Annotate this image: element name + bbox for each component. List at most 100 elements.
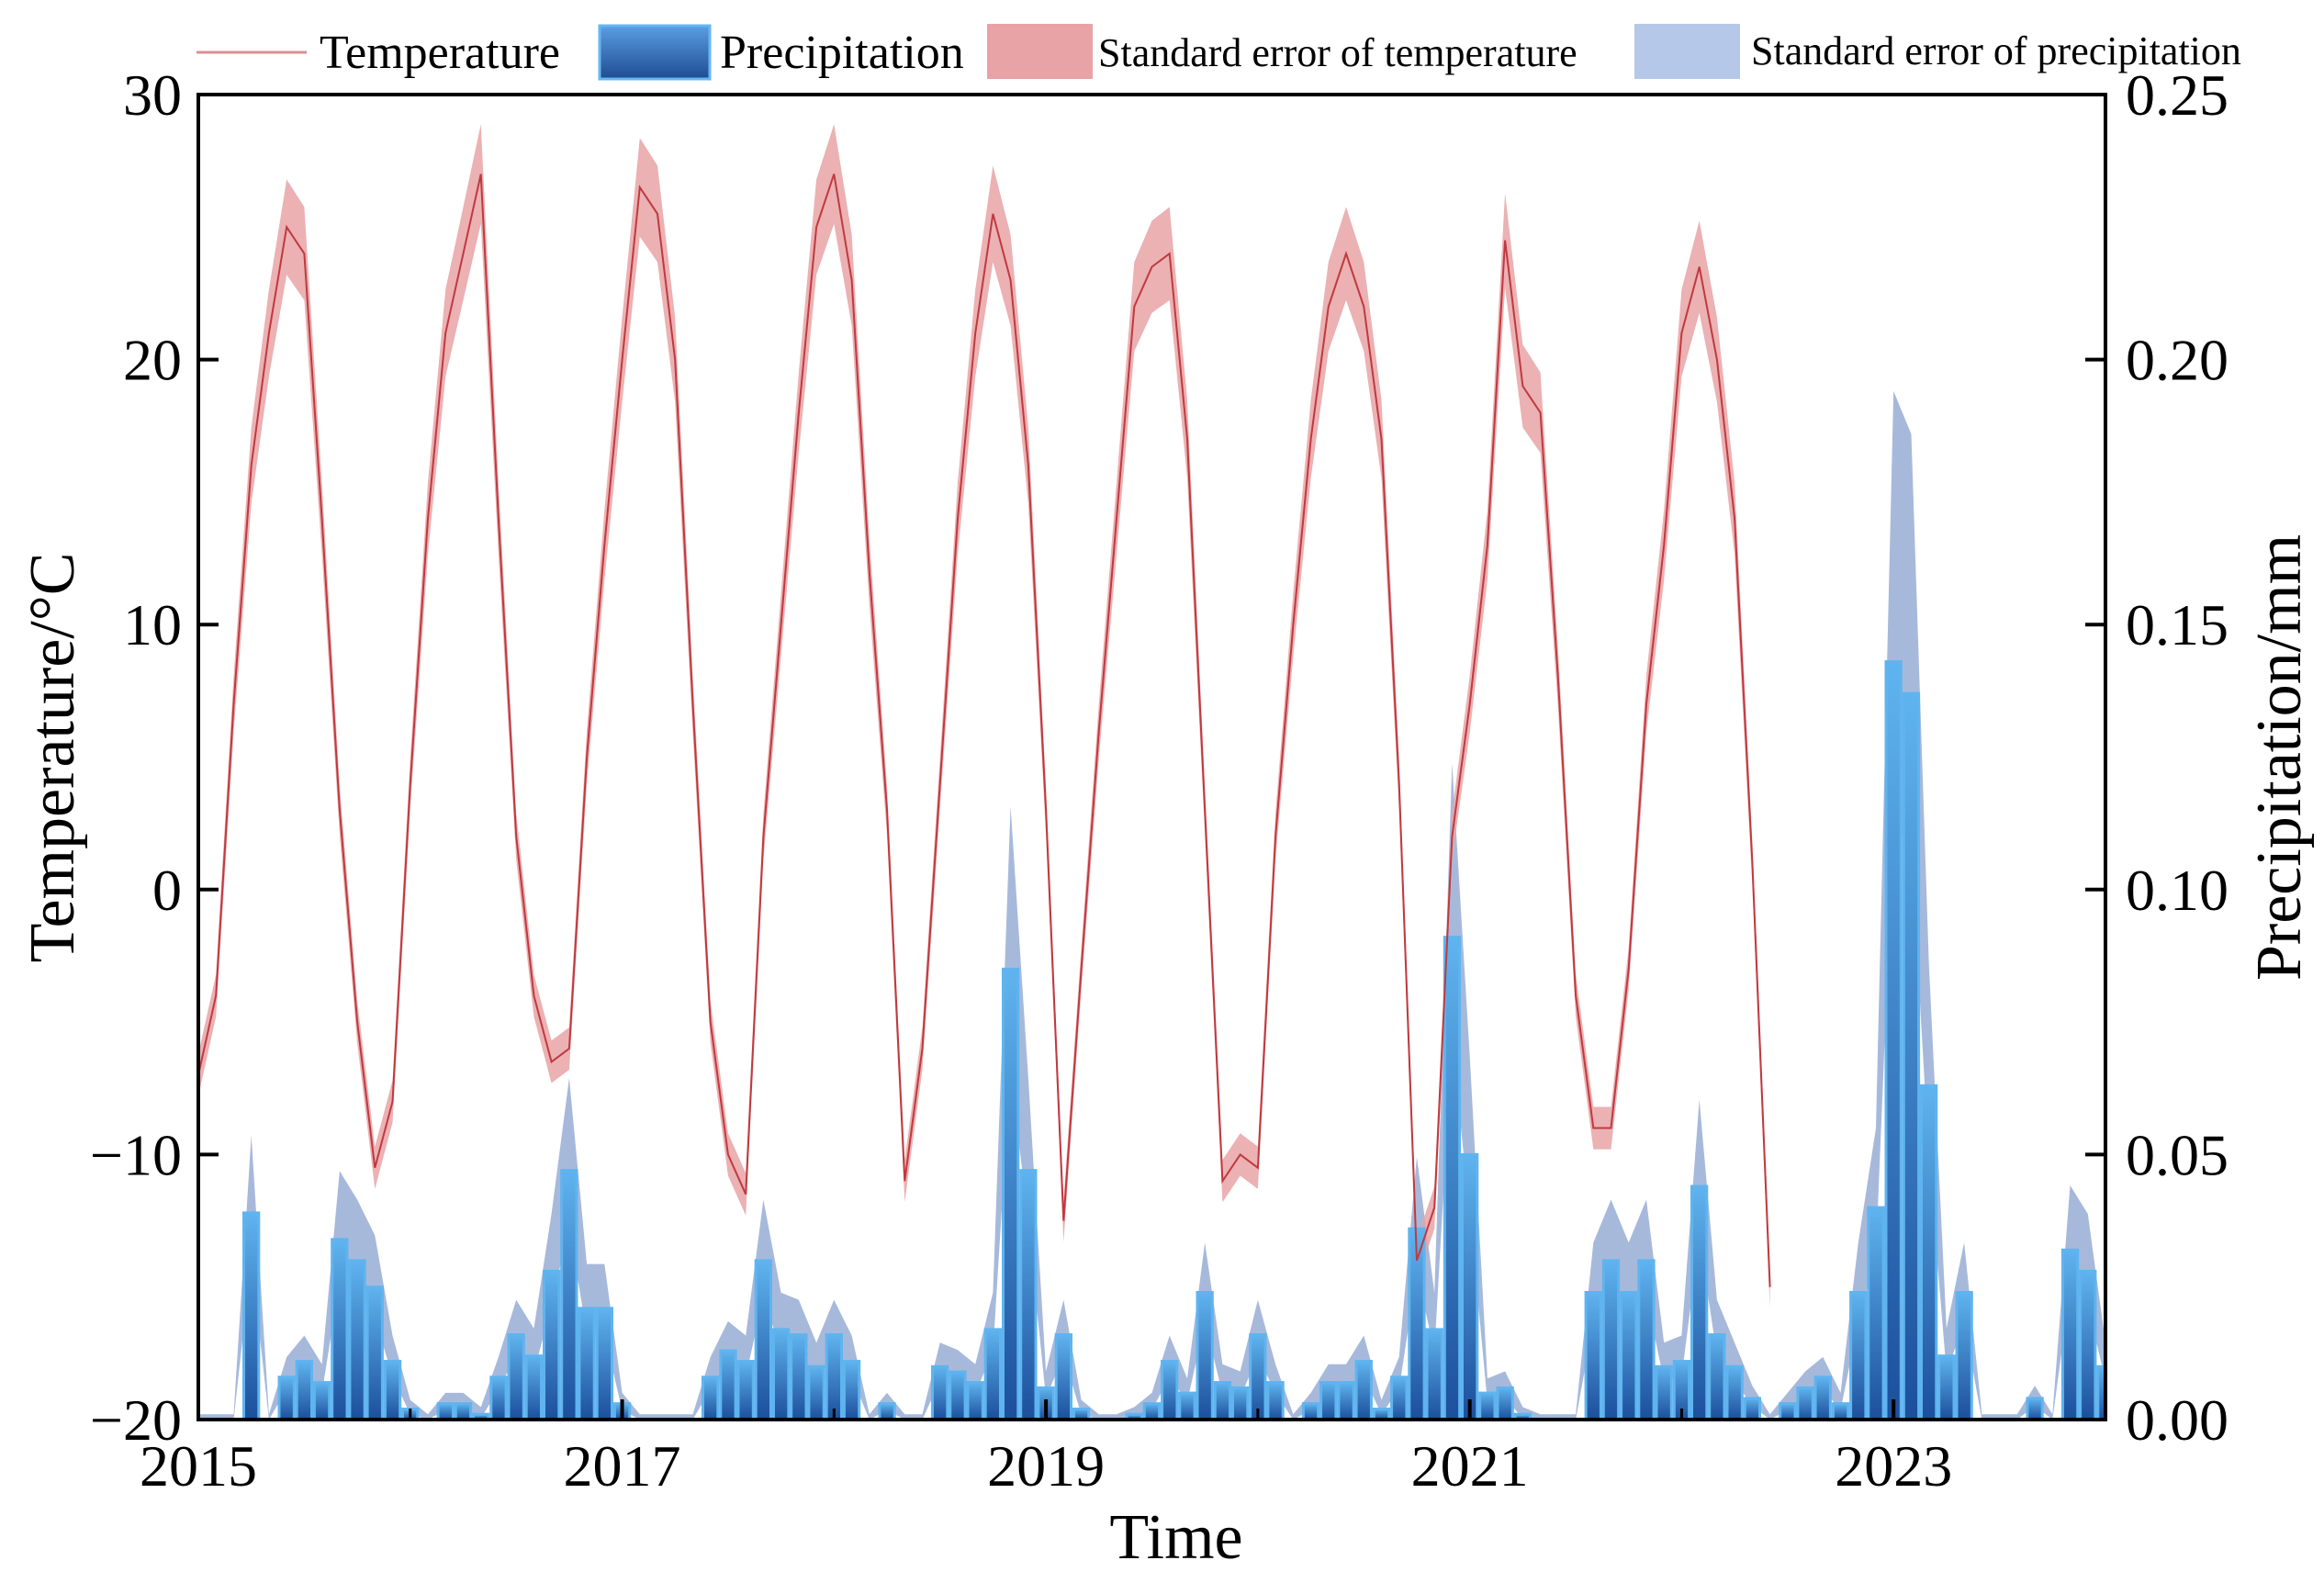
- y-left-tick-label: 10: [123, 592, 182, 657]
- y-right-tick-label: 0.20: [2126, 328, 2229, 393]
- precipitation-bar: [702, 1375, 720, 1420]
- precipitation-bar: [1620, 1291, 1638, 1420]
- precipitation-bar: [507, 1333, 525, 1420]
- legend-temp-se-label: Standard error of temperature: [1098, 30, 1577, 75]
- precipitation-bar: [560, 1169, 578, 1420]
- temperature-error-band-layer: [198, 124, 1770, 1308]
- y-axis-right-title: Precipitation/mm: [2244, 534, 2315, 981]
- precipitation-bar: [1637, 1259, 1656, 1420]
- precipitation-bar: [1779, 1402, 1797, 1420]
- y-left-tick-label: −10: [90, 1122, 182, 1187]
- precipitation-bar: [1319, 1381, 1338, 1420]
- legend-precipitation-label: Precipitation: [720, 27, 964, 79]
- y-axis-left-title: Temperature/°C: [17, 553, 88, 963]
- precipitation-bar: [1002, 967, 1020, 1420]
- precipitation-bar: [1672, 1360, 1691, 1420]
- x-tick-label: 2021: [1411, 1433, 1529, 1499]
- legend-temperature-label: Temperature: [320, 27, 560, 79]
- precipitation-bar: [772, 1328, 791, 1420]
- precipitation-bar: [1054, 1333, 1072, 1420]
- precipitation-bar: [931, 1364, 949, 1420]
- y-right-tick-label: 0.10: [2126, 858, 2229, 923]
- legend-precip-se-label: Standard error of precipitation: [1751, 28, 2241, 73]
- precipitation-error-band-layer: [198, 390, 2105, 1420]
- precipitation-bar: [1390, 1375, 1409, 1420]
- precipitation-bar: [719, 1349, 737, 1420]
- precipitation-bar: [983, 1328, 1002, 1420]
- legend: Temperature Precipitation Standard error…: [196, 24, 2241, 81]
- precipitation-bar: [1920, 1083, 1938, 1420]
- precipitation-bar: [878, 1402, 896, 1420]
- temperature-line: [198, 174, 1771, 1287]
- precipitation-bar: [578, 1307, 596, 1420]
- precipitation-bar: [807, 1364, 825, 1420]
- precipitation-bar: [1301, 1402, 1320, 1420]
- plot-frame: [196, 93, 2107, 1421]
- precipitation-bar: [1072, 1408, 1091, 1420]
- precipitation-bar: [383, 1360, 402, 1420]
- y-left-tick-label: 0: [152, 858, 182, 923]
- precipitation-bar: [1584, 1291, 1602, 1420]
- precipitation-bar: [1213, 1381, 1232, 1420]
- precipitation-bar: [1231, 1386, 1250, 1420]
- precipitation-bar: [949, 1370, 967, 1420]
- y-left-tick-label: 30: [123, 62, 182, 128]
- precipitation-bar: [489, 1375, 508, 1420]
- right-axis: 0.25 0.20 0.15 0.10 0.05 0.00: [2085, 62, 2229, 1453]
- precipitation-bar: [1478, 1391, 1497, 1420]
- x-tick-label: 2019: [987, 1433, 1105, 1499]
- precipitation-bar: [1849, 1291, 1868, 1420]
- precipitation-bar: [1708, 1333, 1726, 1420]
- x-axis: 2015 2017 2019 2021 2023: [140, 1399, 1952, 1499]
- precipitation-bar: [1601, 1259, 1621, 1420]
- precipitation-bar: [242, 1211, 261, 1420]
- precipitation-bar: [2079, 1269, 2097, 1420]
- precipitation-bar: [1142, 1402, 1162, 1420]
- precipitation-bar: [436, 1402, 455, 1420]
- precipitation-bar: [736, 1360, 755, 1420]
- precipitation-bar: [1955, 1291, 1973, 1420]
- precipitation-bar: [2060, 1248, 2080, 1420]
- precipitation-bar: [1019, 1169, 1038, 1420]
- precipitation-bar: [1867, 1206, 1885, 1420]
- precipitation-bar: [1690, 1184, 1709, 1420]
- precipitation-bar: [312, 1381, 331, 1420]
- precipitation-bar: [1902, 691, 1921, 1420]
- precipitation-bar: [1372, 1408, 1391, 1420]
- y-left-tick-label: −20: [90, 1387, 182, 1453]
- precipitation-bar: [842, 1360, 861, 1420]
- precipitation-bar: [1655, 1364, 1673, 1420]
- precipitation-bar: [825, 1333, 844, 1420]
- precipitation-bar: [348, 1259, 366, 1420]
- precipitation-bar: [295, 1360, 314, 1420]
- precipitation-bar: [1337, 1381, 1355, 1420]
- precipitation-bar: [790, 1333, 808, 1420]
- precipitation-bar: [1937, 1354, 1956, 1420]
- precipitation-bar: [966, 1381, 984, 1420]
- precipitation-bar: [1884, 660, 1903, 1420]
- y-right-tick-label: 0.25: [2126, 62, 2229, 128]
- precipitation-bar: [1161, 1360, 1179, 1420]
- legend-temp-se-swatch: [987, 24, 1093, 79]
- x-tick-label: 2017: [564, 1433, 681, 1499]
- precipitation-bar: [365, 1285, 384, 1420]
- precipitation-bar: [1266, 1381, 1285, 1420]
- precipitation-bar: [754, 1259, 773, 1420]
- precipitation-bar: [1249, 1333, 1267, 1420]
- precipitation-bar: [1461, 1152, 1479, 1420]
- y-right-tick-label: 0.05: [2126, 1122, 2229, 1187]
- precipitation-bar: [595, 1307, 614, 1420]
- precipitation-bar: [1496, 1386, 1514, 1420]
- legend-precip-se-swatch: [1634, 24, 1740, 79]
- temperature-error-band: [198, 124, 1770, 1308]
- precipitation-bar: [1196, 1291, 1214, 1420]
- x-tick-label: 2015: [140, 1433, 257, 1499]
- precipitation-bar: [2026, 1397, 2044, 1420]
- precipitation-bar: [1725, 1364, 1744, 1420]
- y-left-tick-label: 20: [123, 328, 182, 393]
- precipitation-bar: [1796, 1386, 1814, 1420]
- precipitation-bar: [524, 1354, 544, 1420]
- precipitation-bar: [1354, 1360, 1373, 1420]
- precipitation-bar: [277, 1375, 296, 1420]
